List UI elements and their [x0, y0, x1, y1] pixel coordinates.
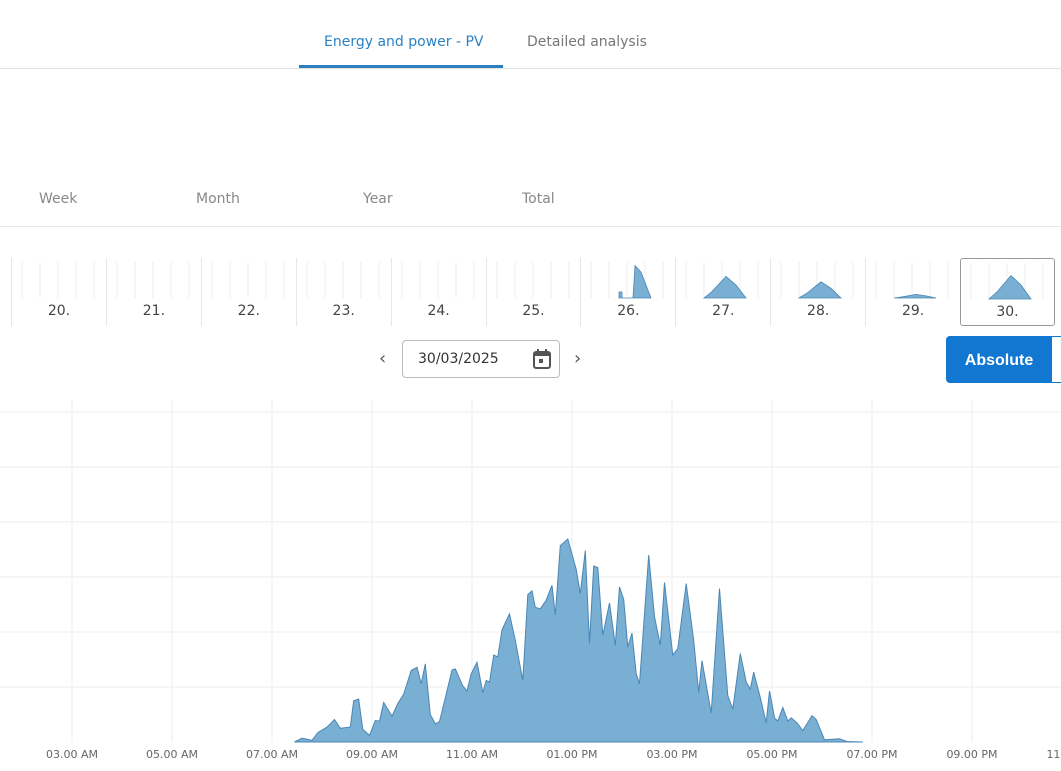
relative-mode-button[interactable]	[1051, 336, 1061, 383]
day-label: 29.	[901, 303, 925, 319]
active-tab-indicator	[299, 65, 503, 68]
day-cell[interactable]: 23.	[295, 258, 391, 326]
day-label: 28.	[807, 303, 830, 319]
day-label: 24.	[427, 303, 450, 319]
day-cell[interactable]: 21.	[105, 258, 201, 326]
chevron-left-icon[interactable]: ‹	[379, 348, 387, 369]
day-sparkline	[211, 262, 285, 298]
day-sparkline	[875, 262, 949, 299]
date-picker[interactable]: 30/03/2025	[402, 340, 560, 378]
period-tab-month[interactable]: Month	[196, 191, 240, 207]
x-tick-label: 03.00 AM	[46, 748, 98, 761]
absolute-button[interactable]: Absolute	[946, 336, 1052, 383]
chevron-right-icon[interactable]: ›	[574, 348, 582, 369]
day-cell[interactable]: 30.	[960, 258, 1055, 326]
x-tick-label: 07.00 PM	[846, 748, 897, 761]
day-label: 30.	[996, 304, 1019, 320]
day-cell[interactable]: 26.	[580, 258, 675, 326]
day-sparkline	[970, 263, 1044, 300]
day-label: 27.	[712, 303, 735, 319]
day-label: 25.	[522, 303, 545, 319]
day-cell[interactable]: 25.	[485, 258, 581, 326]
day-sparkline-area	[987, 275, 1032, 300]
day-label: 21.	[142, 303, 166, 319]
x-tick-label: 01.00 PM	[546, 748, 597, 761]
x-tick-label: 07.00 AM	[246, 748, 298, 761]
day-cell[interactable]: 20.	[11, 258, 106, 326]
day-sparkline	[21, 262, 95, 298]
day-label: 23.	[332, 303, 355, 319]
tab-energy-and-power[interactable]: Energy and power - PV	[324, 34, 484, 50]
period-tab-week[interactable]: Week	[39, 191, 78, 207]
x-tick-label: 03.00 PM	[646, 748, 697, 761]
x-tick-label: 11.00 AM	[446, 748, 498, 761]
day-sparkline	[685, 262, 759, 299]
day-sparkline-area	[797, 281, 843, 299]
day-cell[interactable]: 27.	[675, 258, 770, 326]
day-cell[interactable]: 29.	[865, 258, 960, 326]
tab-detailed-analysis[interactable]: Detailed analysis	[527, 34, 647, 50]
day-cell[interactable]: 22.	[200, 258, 296, 326]
x-tick-label: 09.00 AM	[346, 748, 398, 761]
day-cell[interactable]: 24.	[390, 258, 486, 326]
period-tabs: Week Month Year Total	[0, 0, 1061, 227]
day-label: 26.	[617, 303, 640, 319]
calendar-icon[interactable]	[533, 349, 551, 369]
day-sparkline	[590, 262, 664, 299]
x-tick-label: 09.00 PM	[946, 748, 997, 761]
day-sparkline	[306, 262, 380, 298]
pv-power-area	[294, 538, 863, 743]
main-tabs: Energy and power - PV Detailed analysis	[0, 0, 1061, 69]
x-tick-label: 11.00 PM	[1046, 748, 1061, 761]
day-sparkline	[496, 262, 569, 298]
day-label: 20.	[47, 303, 71, 319]
day-selector: 20. 21. 22. 23. 24. 25. 26. 27. 28. 29. 30.	[0, 258, 1061, 328]
period-tab-total[interactable]: Total	[522, 191, 555, 207]
day-sparkline	[116, 262, 190, 298]
day-sparkline	[780, 262, 854, 299]
day-sparkline-area	[703, 275, 748, 299]
day-sparkline-area	[894, 293, 937, 299]
x-tick-label: 05.00 PM	[746, 748, 797, 761]
x-tick-label: 05.00 AM	[146, 748, 198, 761]
day-cell[interactable]: 28.	[770, 258, 865, 326]
date-value: 30/03/2025	[418, 351, 499, 367]
day-sparkline-area	[618, 264, 652, 299]
period-tab-year[interactable]: Year	[363, 191, 393, 207]
day-sparkline	[401, 262, 475, 298]
day-label: 22.	[237, 303, 260, 319]
